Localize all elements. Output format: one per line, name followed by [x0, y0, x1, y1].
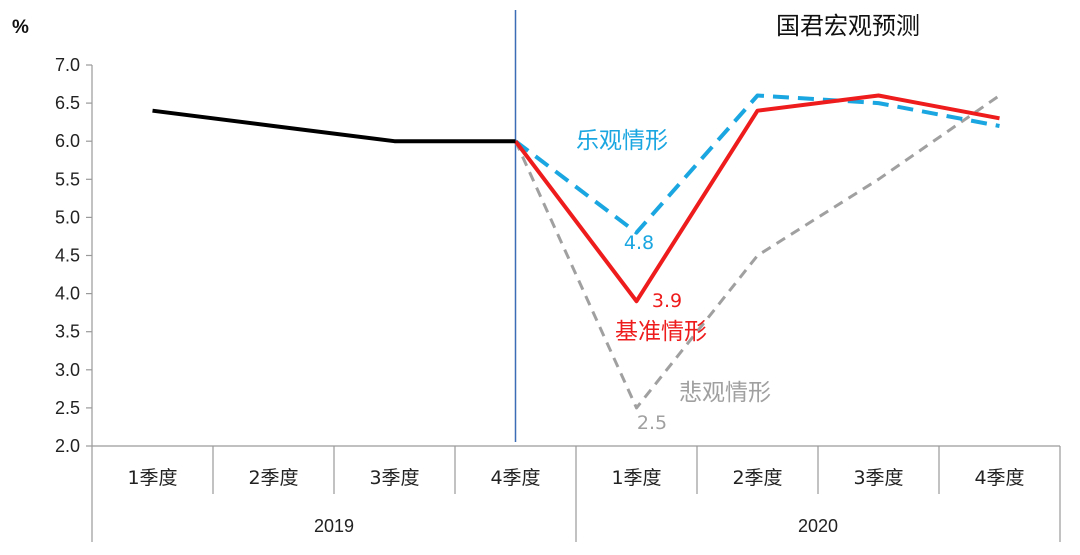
annotation-layer: 乐观情形 4.8 3.9 基准情形 悲观情形 2.5: [576, 128, 771, 434]
y-tick-label: 4.5: [55, 246, 80, 266]
series-line-3: [514, 94, 1001, 410]
x-group-label: 2020: [798, 516, 838, 536]
y-tick-label: 2.0: [55, 436, 80, 456]
x-category-label: 4季度: [490, 467, 540, 489]
chart-title: 国君宏观预测: [776, 12, 920, 40]
y-tick-label: 5.5: [55, 169, 80, 189]
x-category-label: 2季度: [248, 467, 298, 489]
series-line-1: [514, 93, 1000, 235]
x-category-label: 3季度: [369, 467, 419, 489]
baseline-q1-value-label: 3.9: [652, 290, 682, 312]
y-tick-label: 6.5: [55, 93, 80, 113]
pessimistic-q1-value-label: 2.5: [637, 412, 667, 434]
x-group-label: 2019: [314, 516, 354, 536]
x-category-label: 4季度: [974, 467, 1024, 489]
y-tick-label: 2.5: [55, 398, 80, 418]
series-line-2: [513, 93, 1000, 304]
series-line-0: [152, 108, 516, 144]
y-unit-label: %: [12, 17, 29, 38]
axes: 2.0 2.5 3.0 3.5 4.0 4.5 5.0 5.5 6.0 6.5 7.0 1季度 2季度 3…: [55, 10, 1061, 542]
optimistic-q1-value-label: 4.8: [624, 232, 654, 254]
optimistic-label: 乐观情形: [576, 128, 668, 154]
x-category-label: 3季度: [853, 467, 903, 489]
series-layer: [152, 93, 1001, 410]
x-category-label: 1季度: [127, 467, 177, 489]
y-tick-label: 3.5: [55, 322, 80, 342]
pessimistic-label: 悲观情形: [679, 380, 771, 406]
x-category-label: 1季度: [611, 467, 661, 489]
y-tick-label: 5.0: [55, 207, 80, 227]
y-tick-label: 4.0: [55, 284, 80, 304]
y-tick-label: 6.0: [55, 131, 80, 151]
y-tick-label: 7.0: [55, 55, 80, 75]
y-tick-label: 3.0: [55, 360, 80, 380]
x-category-label: 2季度: [732, 467, 782, 489]
baseline-label: 基准情形: [615, 319, 707, 345]
